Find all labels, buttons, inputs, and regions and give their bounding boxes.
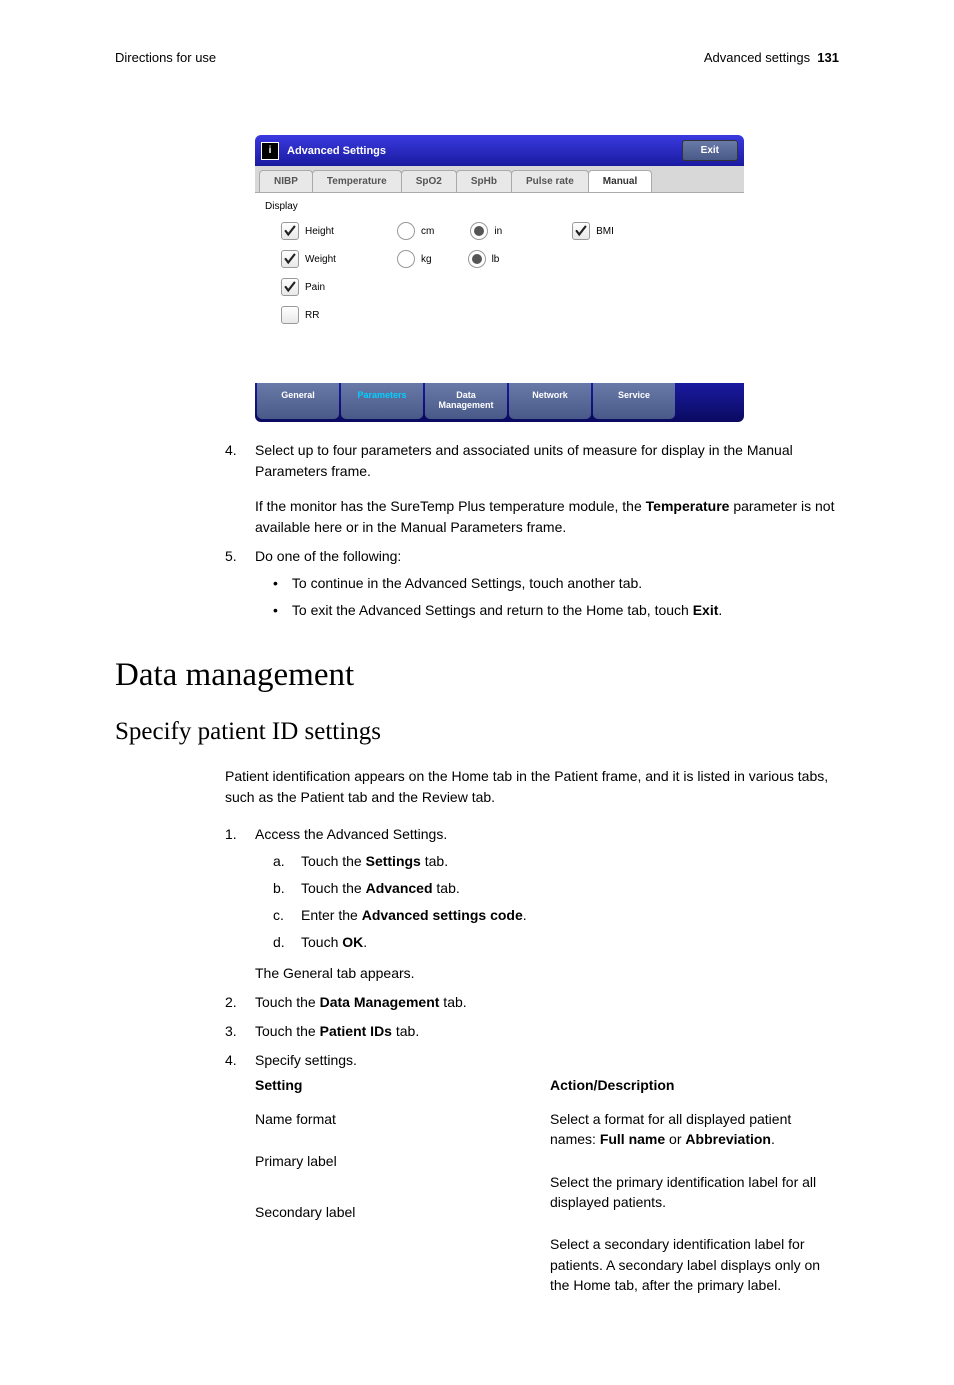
step-4-specify: Specify settings. — [255, 1050, 839, 1071]
row-weight: Weight kg lb — [265, 250, 734, 268]
btab-parameters[interactable]: Parameters — [341, 383, 423, 419]
table-r2-setting: Primary label — [255, 1151, 550, 1171]
weight-kg-radio[interactable] — [397, 250, 415, 268]
bottom-tabs: General Parameters DataManagement Networ… — [255, 383, 744, 422]
page-header: Directions for use Advanced settings 131 — [115, 50, 839, 65]
btab-network[interactable]: Network — [509, 383, 591, 419]
table-r1-setting: Name format — [255, 1109, 550, 1129]
btab-general[interactable]: General — [257, 383, 339, 419]
step-5-b2: To exit the Advanced Settings and return… — [292, 600, 722, 621]
height-in-radio[interactable] — [470, 222, 488, 240]
row-height: Height cm in BMI — [265, 222, 734, 240]
bmi-label: BMI — [596, 226, 614, 237]
tab-pulse-rate[interactable]: Pulse rate — [511, 170, 589, 192]
weight-lb-label: lb — [492, 254, 500, 265]
intro-paragraph: Patient identification appears on the Ho… — [225, 766, 839, 808]
section-heading: Data management — [115, 657, 839, 694]
advanced-settings-screenshot: i Advanced Settings Exit NIBP Temperatur… — [255, 135, 744, 422]
exit-button[interactable]: Exit — [682, 140, 738, 161]
step-4-number: 4. — [225, 440, 239, 538]
step-5-b1: To continue in the Advanced Settings, to… — [292, 573, 642, 594]
tab-sphb[interactable]: SpHb — [456, 170, 512, 192]
pain-label: Pain — [305, 282, 347, 293]
step-1-tail: The General tab appears. — [255, 963, 839, 984]
step-4-p1: Select up to four parameters and associa… — [255, 440, 839, 482]
row-rr: RR — [265, 306, 734, 324]
weight-lb-radio[interactable] — [468, 250, 486, 268]
step-4-p2: If the monitor has the SureTemp Plus tem… — [255, 496, 839, 538]
display-label: Display — [265, 201, 734, 212]
header-left: Directions for use — [115, 50, 216, 65]
btab-data-management[interactable]: DataManagement — [425, 383, 507, 419]
tab-spo2[interactable]: SpO2 — [401, 170, 457, 192]
rr-checkbox[interactable] — [281, 306, 299, 324]
btab-service[interactable]: Service — [593, 383, 675, 419]
row-pain: Pain — [265, 278, 734, 296]
titlebar: i Advanced Settings Exit — [255, 135, 744, 166]
table-r2-desc: Select the primary identification label … — [550, 1172, 839, 1213]
height-in-label: in — [494, 226, 502, 237]
tab-nibp[interactable]: NIBP — [259, 170, 313, 192]
table-r1-desc: Select a format for all displayed patien… — [550, 1109, 839, 1150]
app-icon: i — [261, 142, 279, 160]
header-right: Advanced settings 131 — [704, 50, 839, 65]
weight-checkbox[interactable] — [281, 250, 299, 268]
height-cm-label: cm — [421, 226, 434, 237]
instructions-continued: 4. Select up to four parameters and asso… — [225, 440, 839, 627]
table-r3-desc: Select a secondary identification label … — [550, 1234, 839, 1295]
height-checkbox[interactable] — [281, 222, 299, 240]
rr-label: RR — [305, 310, 347, 321]
height-cm-radio[interactable] — [397, 222, 415, 240]
step-5-number: 5. — [225, 546, 239, 627]
step-5-lead: Do one of the following: — [255, 546, 839, 567]
procedure-list: 1. Access the Advanced Settings. a.Touch… — [225, 824, 839, 1317]
window-title: Advanced Settings — [287, 145, 386, 157]
weight-label: Weight — [305, 254, 347, 265]
weight-kg-label: kg — [421, 254, 432, 265]
tab-temperature[interactable]: Temperature — [312, 170, 402, 192]
bmi-checkbox[interactable] — [572, 222, 590, 240]
subsection-heading: Specify patient ID settings — [115, 718, 839, 746]
height-label: Height — [305, 226, 347, 237]
tab-manual[interactable]: Manual — [588, 170, 652, 192]
table-header-action: Action/Description — [550, 1075, 839, 1095]
step-1-lead: Access the Advanced Settings. — [255, 824, 839, 845]
panel-body: Display Height cm in BMI W — [255, 193, 744, 383]
table-header-setting: Setting — [255, 1075, 550, 1095]
settings-table: Setting Name format Primary label Second… — [255, 1075, 839, 1317]
pain-checkbox[interactable] — [281, 278, 299, 296]
table-r3-setting: Secondary label — [255, 1202, 550, 1222]
top-tabs: NIBP Temperature SpO2 SpHb Pulse rate Ma… — [255, 166, 744, 193]
